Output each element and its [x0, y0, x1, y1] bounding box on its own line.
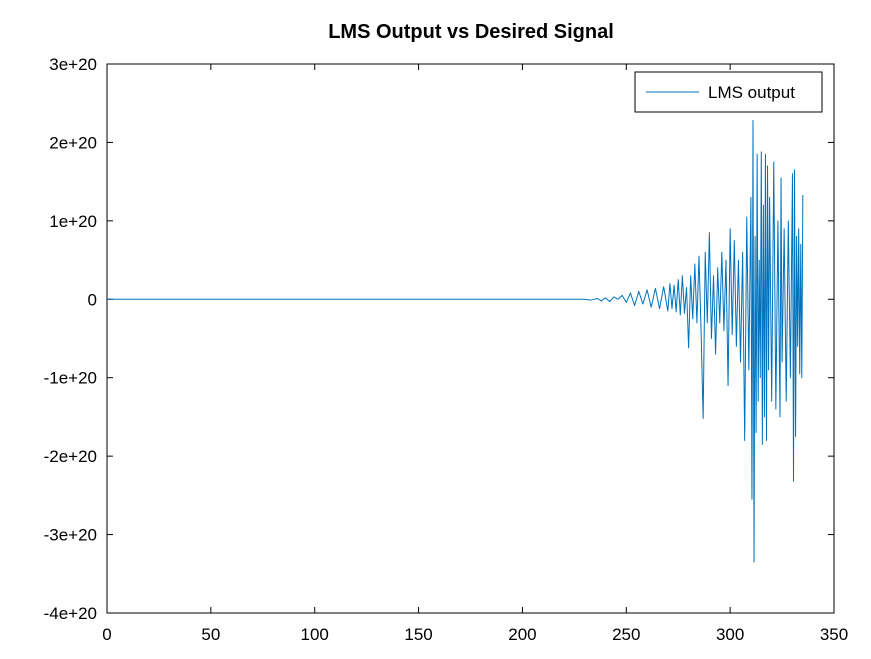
y-tick-label: -4e+20: [44, 604, 97, 623]
x-tick-label: 200: [508, 625, 536, 644]
series-layer: [107, 119, 804, 563]
legend-label: LMS output: [708, 83, 795, 102]
series-line-lms-output: [107, 119, 804, 563]
y-axis: 3e+20 2e+20 1e+20 0 -1e+20 -2e+20 -3e+20 -4e+20: [44, 55, 834, 623]
x-tick-label: 100: [301, 625, 329, 644]
y-tick-label: 0: [88, 290, 97, 309]
x-tick-label: 350: [820, 625, 848, 644]
y-tick-label: 1e+20: [49, 212, 97, 231]
x-axis: 0 50 100 150 200 250 300 350: [102, 64, 848, 644]
y-tick-label: -1e+20: [44, 369, 97, 388]
legend: LMS output: [634, 71, 823, 113]
x-tick-label: 250: [612, 625, 640, 644]
x-tick-label: 150: [404, 625, 432, 644]
y-tick-label: -2e+20: [44, 447, 97, 466]
y-tick-label: 2e+20: [49, 133, 97, 152]
chart-title: LMS Output vs Desired Signal: [328, 21, 614, 43]
plot-area: [106, 63, 835, 614]
x-tick-label: 300: [716, 625, 744, 644]
y-tick-label: 3e+20: [49, 55, 97, 74]
x-tick-label: 0: [102, 625, 111, 644]
x-tick-label: 50: [201, 625, 220, 644]
y-tick-label: -3e+20: [44, 526, 97, 545]
